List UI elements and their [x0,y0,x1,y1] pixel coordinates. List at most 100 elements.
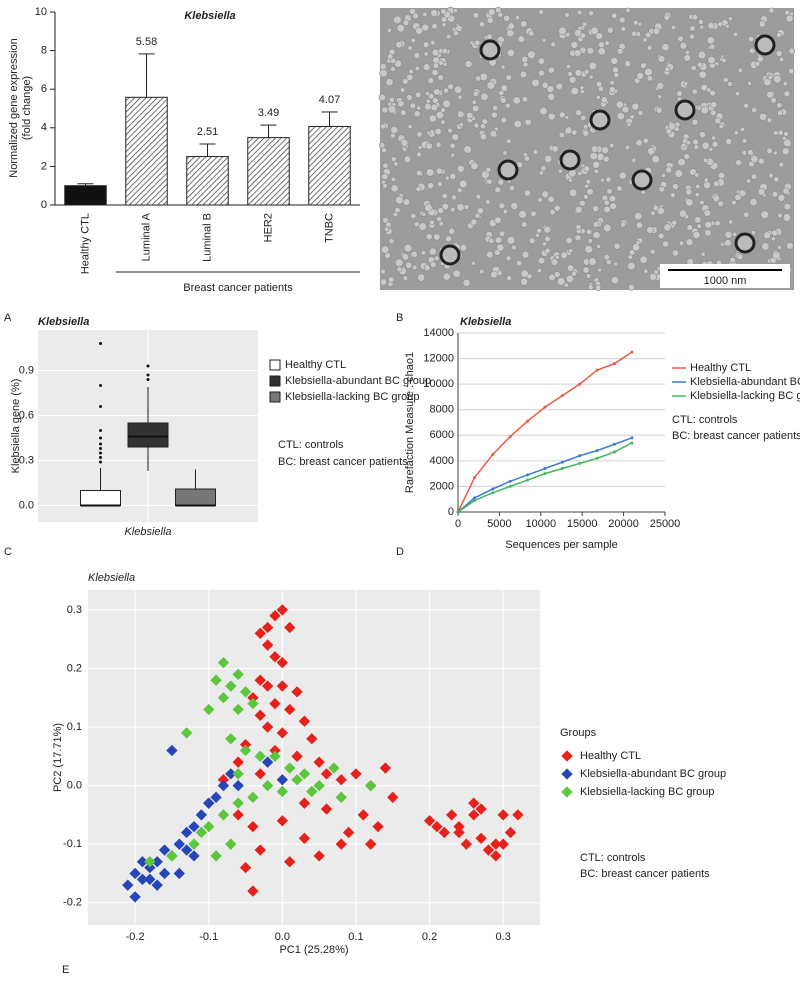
texture-dot [380,268,386,275]
texture-dot [650,210,656,216]
outlier [99,451,102,455]
x-axis-label: Sequences per sample [505,539,618,551]
point [512,809,524,821]
texture-dot [717,200,725,207]
texture-dot [589,151,599,161]
texture-dot [427,182,435,190]
texture-dot [609,86,616,93]
note: BC: breast cancer patients [580,868,710,880]
texture-dot [583,68,590,75]
y-tick-label: 0.3 [19,454,34,466]
texture-dot [714,117,722,125]
texture-dot [476,207,484,215]
texture-dot [570,40,579,49]
texture-dot [642,37,648,43]
texture-dot [708,146,714,152]
point [254,844,266,856]
texture-dot [424,102,432,111]
texture-dot [767,74,774,81]
point [456,510,460,514]
point [261,721,274,733]
texture-dot [463,204,470,210]
texture-dot [416,131,423,138]
texture-dot [583,194,589,200]
texture-dot [747,149,754,156]
texture-dot [657,55,666,63]
texture-dot [618,171,627,180]
texture-dot [670,24,676,31]
panel-label: A [4,312,12,324]
texture-dot [626,121,632,127]
texture-dot [613,72,620,78]
point [180,826,193,839]
point [261,779,274,792]
texture-dot [573,49,582,57]
texture-dot [588,257,597,266]
texture-dot [718,123,725,130]
texture-dot [714,220,721,227]
point [284,703,296,716]
texture-dot [410,212,417,220]
texture-dot [777,245,782,250]
texture-dot [550,258,559,266]
texture-dot [435,141,442,148]
texture-dot [731,199,737,206]
texture-dot [703,177,709,183]
texture-dot [781,147,790,156]
texture-dot [391,156,397,163]
texture-dot [777,193,786,202]
texture-dot [784,9,790,16]
texture-dot [416,151,422,158]
texture-dot [565,64,571,69]
texture-dot [616,112,625,121]
texture-dot [603,205,611,214]
point [612,442,616,446]
texture-dot [700,83,708,92]
y-tick-label: 10000 [423,378,454,390]
texture-dot [450,207,456,213]
point [431,820,443,833]
texture-dot [773,176,780,183]
texture-dot [381,106,389,114]
texture-dot [644,31,652,39]
texture-dot [568,188,578,198]
texture-dot [604,40,610,46]
bar [308,125,351,206]
texture-dot [510,202,519,211]
texture-dot [657,94,663,100]
texture-dot [741,138,748,144]
point [365,779,377,792]
texture-dot [783,90,791,98]
data-label: 2.51 [197,126,218,138]
texture-dot [677,35,684,42]
particle [497,159,519,181]
series-line [457,351,633,513]
x-axis-label: PC1 (25.28%) [279,944,348,956]
legend-label: Healthy CTL [285,359,346,371]
texture-dot [582,129,590,137]
texture-dot [627,261,636,271]
y-tick-label: 0.6 [19,409,34,421]
x-tick-label: 0.1 [348,931,363,943]
texture-dot [480,123,486,130]
texture-dot [694,192,700,198]
texture-dot [379,63,387,71]
texture-dot [766,117,773,123]
point [630,441,634,445]
box [127,422,169,448]
y-tick-label: 14000 [423,327,454,339]
point [490,838,502,850]
texture-dot [597,85,604,92]
texture-dot [749,198,758,207]
texture-dot [425,168,435,177]
point [508,484,512,488]
texture-dot [470,218,478,226]
texture-dot [380,245,390,254]
texture-dot [584,183,589,189]
legend-marker [561,750,573,762]
point [438,826,450,839]
texture-dot [539,106,548,116]
texture-dot [768,7,775,14]
y-tick-label: 6000 [430,429,454,441]
texture-dot [451,194,457,201]
